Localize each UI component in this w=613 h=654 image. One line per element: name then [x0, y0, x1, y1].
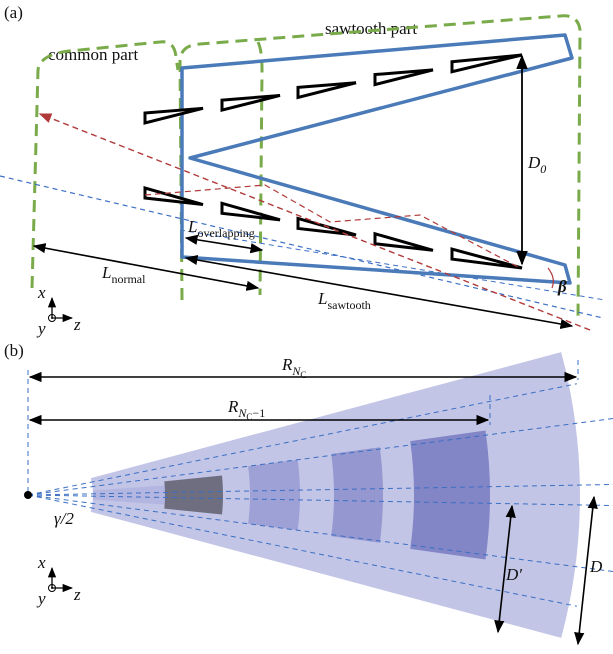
diagram: (a) sawtooth part common part D0 Loverla… — [0, 0, 613, 654]
fan — [91, 352, 580, 638]
common-outline — [32, 42, 178, 288]
beta-label: β — [557, 277, 567, 296]
guide-line — [0, 176, 603, 318]
gamma-label: γ/2 — [54, 509, 74, 528]
wedge — [222, 203, 280, 220]
normal-arrow — [34, 246, 258, 288]
panel-label: (b) — [4, 341, 24, 360]
fan-band — [331, 447, 383, 543]
common-label: common part — [48, 45, 138, 64]
wedge — [298, 83, 356, 98]
overlap-outline — [258, 42, 262, 295]
panel-a: (a) sawtooth part common part D0 Loverla… — [0, 3, 605, 338]
wedge — [375, 234, 433, 251]
dprime-label: D′ — [505, 565, 522, 584]
sawtooth-len-label: Lsawtooth — [317, 289, 371, 312]
axis-y: y — [36, 589, 46, 608]
d0-label: D0 — [527, 153, 546, 176]
origin — [24, 491, 32, 499]
axis-origin — [51, 317, 53, 319]
fan-band — [248, 460, 300, 531]
ray — [40, 114, 590, 330]
beta-arc — [548, 268, 553, 288]
fan-band — [164, 476, 223, 515]
wedge — [145, 108, 203, 123]
axis-y: y — [36, 319, 46, 338]
axis-z: z — [73, 315, 81, 334]
axis-z: z — [73, 585, 81, 604]
fan-band — [410, 431, 490, 560]
overlap-label: Loverlapping — [187, 217, 255, 240]
panel-label: (a) — [4, 3, 23, 22]
r-nc-1-label: RNC−1 — [227, 397, 265, 422]
wedge — [222, 95, 280, 110]
wedge — [145, 188, 203, 205]
axis-x: x — [37, 553, 46, 572]
wedge — [375, 70, 433, 85]
wedge — [452, 249, 522, 268]
axis-origin — [51, 587, 53, 589]
axis-x: x — [37, 283, 46, 302]
d-label: D — [589, 557, 603, 576]
sawtooth-label: sawtooth part — [325, 19, 417, 38]
panel-b: (b) RNC RNC−1 γ/2 D′ D x y z — [4, 341, 613, 644]
wedge — [452, 55, 522, 72]
